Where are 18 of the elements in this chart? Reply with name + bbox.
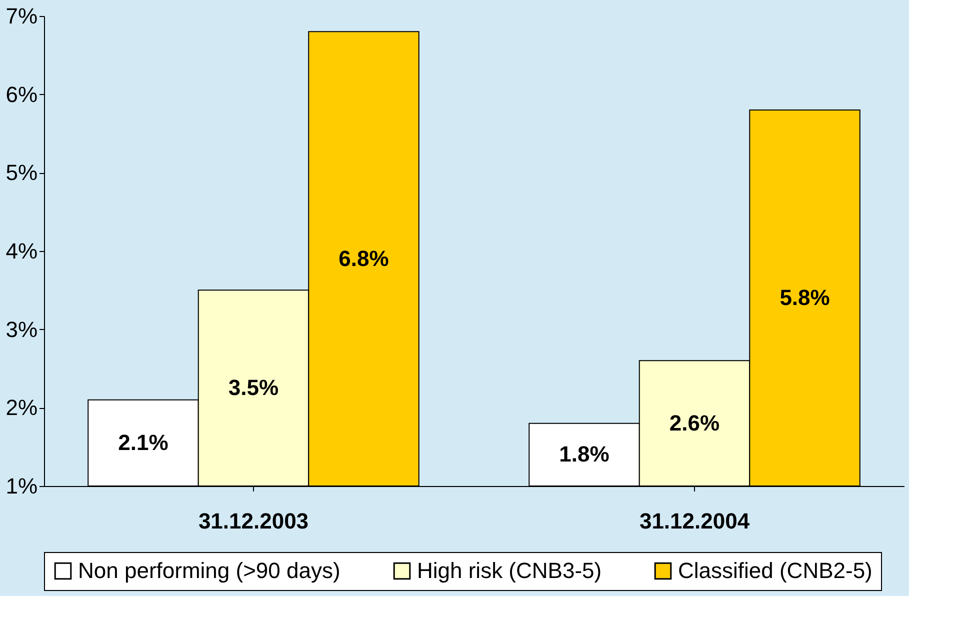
x-tick-label: 31.12.2003 [198, 508, 309, 534]
legend-label: Non performing (>90 days) [78, 558, 340, 583]
legend-label: High risk (CNB3-5) [417, 558, 602, 583]
y-tick-label: 7% [6, 4, 38, 28]
y-tick-label: 5% [6, 160, 38, 186]
y-tick-label: 6% [6, 82, 38, 107]
y-tick-label: 2% [6, 395, 38, 420]
data-label: 2.6% [669, 410, 720, 436]
data-label: 6.8% [338, 246, 389, 271]
y-tick-label: 3% [6, 316, 38, 342]
data-label: 2.1% [118, 430, 168, 455]
y-tick-label: 1% [6, 474, 38, 498]
y-tick-label: 4% [6, 238, 38, 264]
data-label: 3.5% [228, 375, 279, 400]
legend-label: Classified (CNB2-5) [678, 558, 872, 583]
data-label: 5.8% [780, 285, 830, 310]
data-label: 1.8% [559, 442, 610, 467]
x-tick-label: 31.12.2004 [639, 508, 750, 534]
